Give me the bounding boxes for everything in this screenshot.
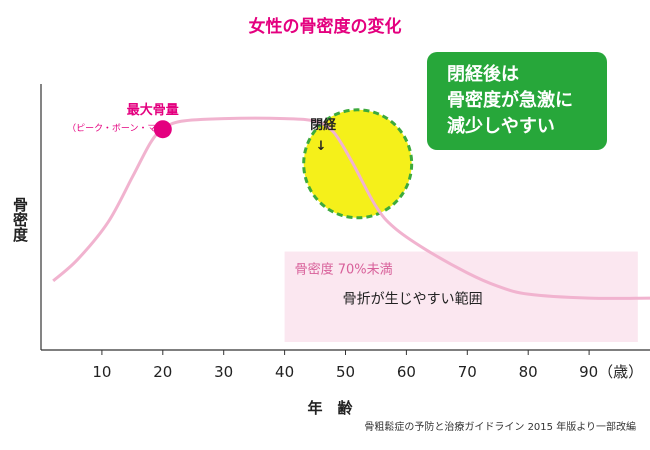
menopause-arrow: ↓ — [316, 139, 327, 154]
x-tick-label: 40 — [275, 363, 294, 381]
x-tick-label: 70 — [458, 363, 477, 381]
callout-box — [427, 52, 607, 150]
callout-line-1: 閉経後は — [447, 63, 519, 85]
source-note: 骨粗鬆症の予防と治療ガイドライン 2015 年版より一部改編 — [364, 420, 636, 433]
chart-title: 女性の骨密度の変化 — [249, 16, 402, 37]
x-tick-label: 50 — [336, 363, 355, 381]
peak-bone-mass-point — [153, 120, 172, 139]
y-axis-label: 骨密度 — [11, 197, 29, 243]
peak-sublabel: （ピーク・ボーン・マス） — [67, 123, 174, 134]
band-sublabel: 骨折が生じやすい範囲 — [343, 291, 483, 308]
x-tick-label: 60 — [397, 363, 416, 381]
x-tick-label: 30 — [214, 363, 233, 381]
peak-label: 最大骨量 — [127, 102, 179, 118]
x-tick-label: 90（歳） — [579, 363, 643, 381]
x-tick-label: 20 — [153, 363, 172, 381]
callout-line-2: 骨密度が急激に — [447, 89, 573, 111]
menopause-label: 閉経 — [310, 117, 337, 133]
callout-line-3: 減少しやすい — [447, 115, 555, 137]
band-label: 骨密度 70%未満 — [295, 262, 393, 278]
x-tick-label: 80 — [519, 363, 538, 381]
x-tick-label: 10 — [92, 363, 111, 381]
series-line — [52, 116, 650, 300]
x-axis-label: 年 齢 — [307, 399, 353, 417]
menopause-highlight-circle — [302, 108, 414, 220]
